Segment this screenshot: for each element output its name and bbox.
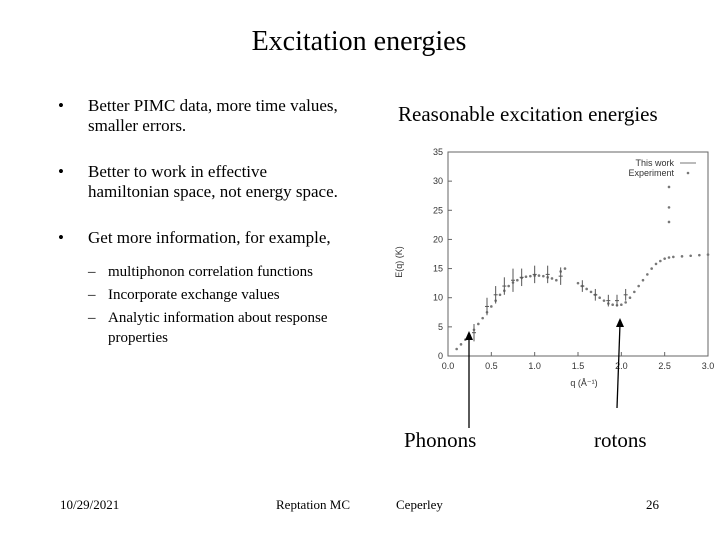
experiment-point xyxy=(598,296,601,300)
chart-marks xyxy=(455,185,710,351)
experiment-point xyxy=(455,347,458,351)
bullet-text: Better PIMC data, more time values, smal… xyxy=(88,96,338,135)
dash-icon: – xyxy=(88,287,96,303)
sub-bullet-text: Analytic information about response prop… xyxy=(108,310,328,346)
dash-icon: – xyxy=(88,264,96,280)
sub-bullet-item: – multiphonon correlation functions xyxy=(58,262,348,282)
experiment-point xyxy=(689,254,692,258)
experiment-point xyxy=(563,267,567,270)
bullet-dot-icon: • xyxy=(58,162,64,181)
dash-icon: – xyxy=(88,310,96,326)
legend-marker xyxy=(686,171,690,175)
sub-bullet-list: – multiphonon correlation functions – In… xyxy=(88,262,348,348)
bullet-text: Better to work in effective hamiltonian … xyxy=(88,162,338,201)
sub-bullet-text: Incorporate exchange values xyxy=(108,287,280,303)
x-tick-label: 1.5 xyxy=(572,361,585,371)
experiment-point xyxy=(698,253,701,257)
experiment-point xyxy=(706,253,710,256)
experiment-point xyxy=(672,255,675,259)
experiment-point xyxy=(620,303,623,307)
phonon-arrow-head-icon xyxy=(465,331,473,340)
rotons-label: rotons xyxy=(594,428,647,452)
legend-entry: This work xyxy=(635,158,674,168)
experiment-point xyxy=(481,316,484,320)
footer-page: 26 xyxy=(646,497,659,512)
experiment-point xyxy=(659,259,662,263)
experiment-point xyxy=(680,255,684,258)
experiment-point xyxy=(641,278,645,282)
experiment-point xyxy=(529,274,532,278)
y-tick-label: 10 xyxy=(433,293,443,303)
experiment-point xyxy=(576,281,580,285)
experiment-point xyxy=(550,277,554,280)
experiment-point xyxy=(589,290,593,294)
experiment-point xyxy=(524,275,528,279)
experiment-point xyxy=(602,299,606,302)
legend-entry: Experiment xyxy=(628,168,674,178)
y-tick-label: 5 xyxy=(438,322,443,332)
x-tick-label: 0.5 xyxy=(485,361,498,371)
plot-frame xyxy=(447,151,709,357)
experiment-point xyxy=(667,206,671,209)
y-tick-label: 0 xyxy=(438,351,443,361)
experiment-point xyxy=(611,303,614,307)
y-tick-label: 20 xyxy=(433,234,443,244)
experiment-point xyxy=(637,284,640,288)
y-tick-label: 30 xyxy=(433,176,443,186)
experiment-point xyxy=(477,322,480,326)
experiment-point xyxy=(633,290,636,294)
experiment-point xyxy=(667,220,671,224)
right-heading: Reasonable excitation energies xyxy=(398,102,658,126)
experiment-point xyxy=(628,296,632,300)
bullet-item: • Get more information, for example, – m… xyxy=(58,228,348,348)
experiment-point xyxy=(555,278,558,282)
x-tick-label: 2.0 xyxy=(615,361,628,371)
bullet-dot-icon: • xyxy=(58,228,64,247)
sub-bullet-item: – Incorporate exchange values xyxy=(58,285,348,305)
footer-date: 10/29/2021 xyxy=(60,497,120,512)
y-tick-label: 15 xyxy=(433,264,443,274)
experiment-point xyxy=(490,305,493,308)
experiment-point xyxy=(650,267,653,270)
bullet-item: • Better to work in effective hamiltonia… xyxy=(58,162,348,202)
footer-author: Ceperley xyxy=(396,497,443,512)
y-axis-label: E(q) (K) xyxy=(394,246,404,278)
sub-bullet-text: multiphonon correlation functions xyxy=(108,264,313,280)
x-tick-label: 0.0 xyxy=(442,361,455,371)
experiment-point xyxy=(667,256,671,259)
experiment-point xyxy=(654,262,658,266)
x-tick-label: 3.0 xyxy=(702,361,715,371)
chart-annotations xyxy=(465,318,624,428)
experiment-point xyxy=(663,257,666,260)
bullet-list: • Better PIMC data, more time values, sm… xyxy=(58,96,348,351)
bullet-text: Get more information, for example, xyxy=(88,228,331,247)
x-tick-label: 2.5 xyxy=(658,361,671,371)
slide-title: Excitation energies xyxy=(251,26,467,57)
bullet-dot-icon: • xyxy=(58,96,64,115)
bullet-item: • Better PIMC data, more time values, sm… xyxy=(58,96,348,136)
roton-arrow-shaft xyxy=(616,323,621,409)
phonons-label: Phonons xyxy=(404,428,477,452)
sub-bullet-item: – Analytic information about response pr… xyxy=(58,308,348,348)
footer-center: Reptation MC xyxy=(276,497,351,512)
x-axis-label: q (Å⁻¹) xyxy=(570,378,597,388)
y-tick-label: 25 xyxy=(433,205,443,215)
experiment-point xyxy=(667,185,671,189)
experiment-point xyxy=(646,273,649,276)
experiment-point xyxy=(516,278,519,282)
chart-axes: 0 5 10 15 20 25 30 35 0.0 0.5 1.0 1.5 2.0 2.5 3.0 q (Å⁻… xyxy=(394,147,714,388)
experiment-point xyxy=(459,343,463,346)
experiment-point xyxy=(537,274,541,277)
experiment-point xyxy=(498,293,502,297)
roton-arrow-head-icon xyxy=(616,318,624,327)
y-tick-label: 35 xyxy=(433,147,443,157)
experiment-point xyxy=(542,274,545,278)
x-tick-label: 1.0 xyxy=(528,361,541,371)
experiment-point xyxy=(507,284,510,288)
experiment-point xyxy=(624,301,627,304)
experiment-point xyxy=(585,287,588,291)
